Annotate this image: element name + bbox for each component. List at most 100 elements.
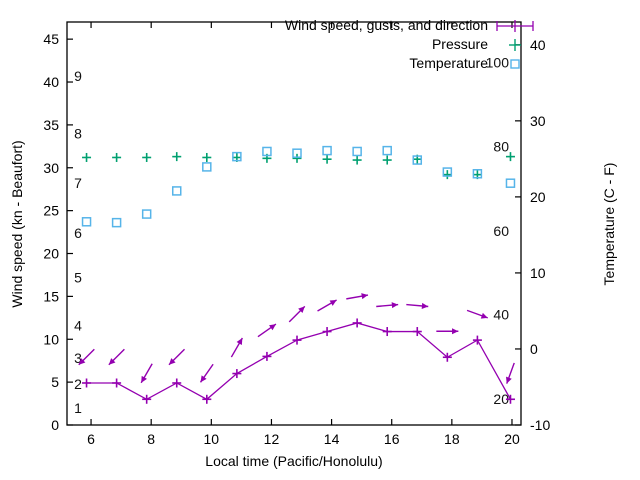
y2-tick-label: 0 [530,341,538,357]
beaufort-label: 8 [74,125,82,141]
legend-swatch-temperature [510,59,520,69]
y-tick-label: 35 [43,117,59,133]
wind-data-point [322,327,332,337]
temperature-data-point [352,146,362,157]
y2-tick-label: -10 [530,417,550,433]
beaufort-label: 9 [74,68,82,84]
temperature-data-point [262,146,272,157]
wind-direction-arrow [406,302,429,309]
legend-label-temperature: Temperature [409,55,488,71]
wind-direction-arrow [199,363,214,383]
beaufort-label: 5 [74,270,82,286]
fahrenheit-label: 20 [493,391,509,407]
temperature-data-point [232,151,242,162]
wind-data-point [112,378,122,388]
x-axis-title: Local time (Pacific/Honolulu) [205,453,382,469]
fahrenheit-label: 40 [493,307,509,323]
beaufort-label: 4 [74,318,82,334]
wind-direction-arrow [317,299,337,312]
pressure-data-point [292,153,302,163]
pressure-data-point [112,152,122,162]
wind-direction-arrow [346,293,369,300]
wind-direction-arrows [78,293,515,384]
x-tick-label: 8 [147,431,155,447]
temperature-data-point [171,186,182,196]
y-tick-label: 20 [43,246,59,262]
wind-data-point [232,369,242,379]
pressure-data-point [82,152,92,162]
x-tick-label: 10 [204,431,220,447]
chart-legend: Wind speed, gusts, and direction Pressur… [285,17,534,71]
y2-tick-label: 30 [530,113,546,129]
x-axis-ticks: 6 8 10 12 14 16 18 20 [87,22,520,447]
y-tick-label: 45 [43,31,59,47]
temperature-data-point [382,145,392,156]
left-axis-ticks: 0 5 10 15 20 25 30 35 40 45 [43,31,73,433]
x-tick-label: 6 [87,431,95,447]
wind-data-point [142,394,152,404]
wind-direction-arrow [436,328,459,335]
temperature-data-point [442,167,453,177]
pressure-data-point [202,152,212,162]
x-tick-label: 16 [384,431,400,447]
wind-data-point [472,335,482,345]
pressure-data-point [382,155,392,165]
temperature-data-point [505,178,516,188]
legend-swatch-wind [496,20,534,32]
beaufort-label: 7 [74,175,82,191]
legend-swatch-pressure [509,39,521,51]
fahrenheit-label: 100 [486,54,510,70]
temperature-data-point [202,162,212,172]
temperature-data-point [111,217,122,228]
y2-tick-label: 40 [530,37,546,53]
pressure-data-point [142,152,152,162]
wind-direction-arrow [140,363,153,384]
legend-label-wind: Wind speed, gusts, and direction [285,17,488,33]
y-axis-title: Wind speed (kn - Beaufort) [9,140,25,307]
wind-direction-arrow [108,348,125,366]
y-tick-label: 30 [43,160,59,176]
beaufort-label: 6 [74,225,82,241]
wind-data-point [505,394,515,404]
beaufort-label: 1 [74,400,82,416]
wind-data-point [382,327,392,337]
wind-direction-arrow [168,348,186,366]
wind-direction-arrow [288,305,306,323]
x-tick-label: 12 [264,431,280,447]
pressure-data-point [505,152,515,162]
wind-speed-series [82,318,515,404]
temperature-data-point [141,209,152,219]
wind-direction-arrow [506,362,515,384]
wind-direction-arrow [466,309,488,319]
fahrenheit-label: 80 [493,139,509,155]
pressure-data-point [352,155,362,165]
y-tick-label: 25 [43,203,59,219]
y2-axis-title: Temperature (C - F) [601,163,617,286]
wind-data-point [442,352,452,362]
wind-data-point [292,335,302,345]
temperature-data-point [292,148,302,158]
wind-data-point [172,378,182,388]
y-tick-label: 40 [43,74,59,90]
temperature-series [81,145,516,228]
temperature-data-point [81,217,92,227]
beaufort-inner-labels: 1 2 3 4 5 6 7 8 9 [74,68,82,416]
wind-data-point [412,327,422,337]
temperature-data-point [322,145,332,156]
wind-data-point [82,378,92,388]
beaufort-label: 3 [74,350,82,366]
fahrenheit-label: 60 [493,223,509,239]
y-tick-label: 15 [43,288,59,304]
wind-data-point [262,351,272,361]
beaufort-label: 2 [74,376,82,392]
plot-frame [66,21,522,426]
x-tick-label: 18 [444,431,460,447]
legend-label-pressure: Pressure [432,36,488,52]
wind-direction-arrow [78,348,95,366]
x-tick-label: 14 [324,431,340,447]
pressure-data-point [442,170,452,180]
x-tick-label: 20 [504,431,520,447]
